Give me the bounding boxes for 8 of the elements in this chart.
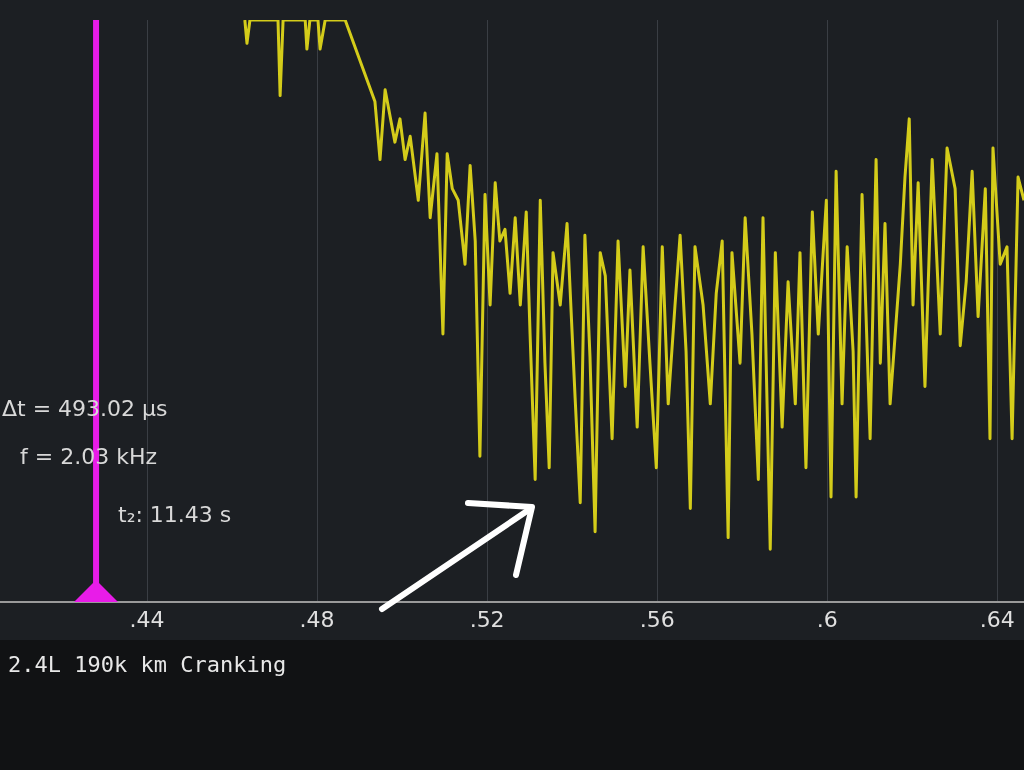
x-tick-label: .44 (129, 606, 165, 632)
x-tick-label: .52 (469, 606, 505, 632)
x-tick-label: .48 (299, 606, 335, 632)
annotation: t₂: 11.43 s (118, 502, 232, 527)
text: 2.4L 190k km Cranking (8, 652, 287, 677)
x-tick-label: .56 (639, 606, 675, 632)
x-tick-label: .64 (979, 606, 1015, 632)
x-tick-label: .6 (816, 606, 838, 632)
